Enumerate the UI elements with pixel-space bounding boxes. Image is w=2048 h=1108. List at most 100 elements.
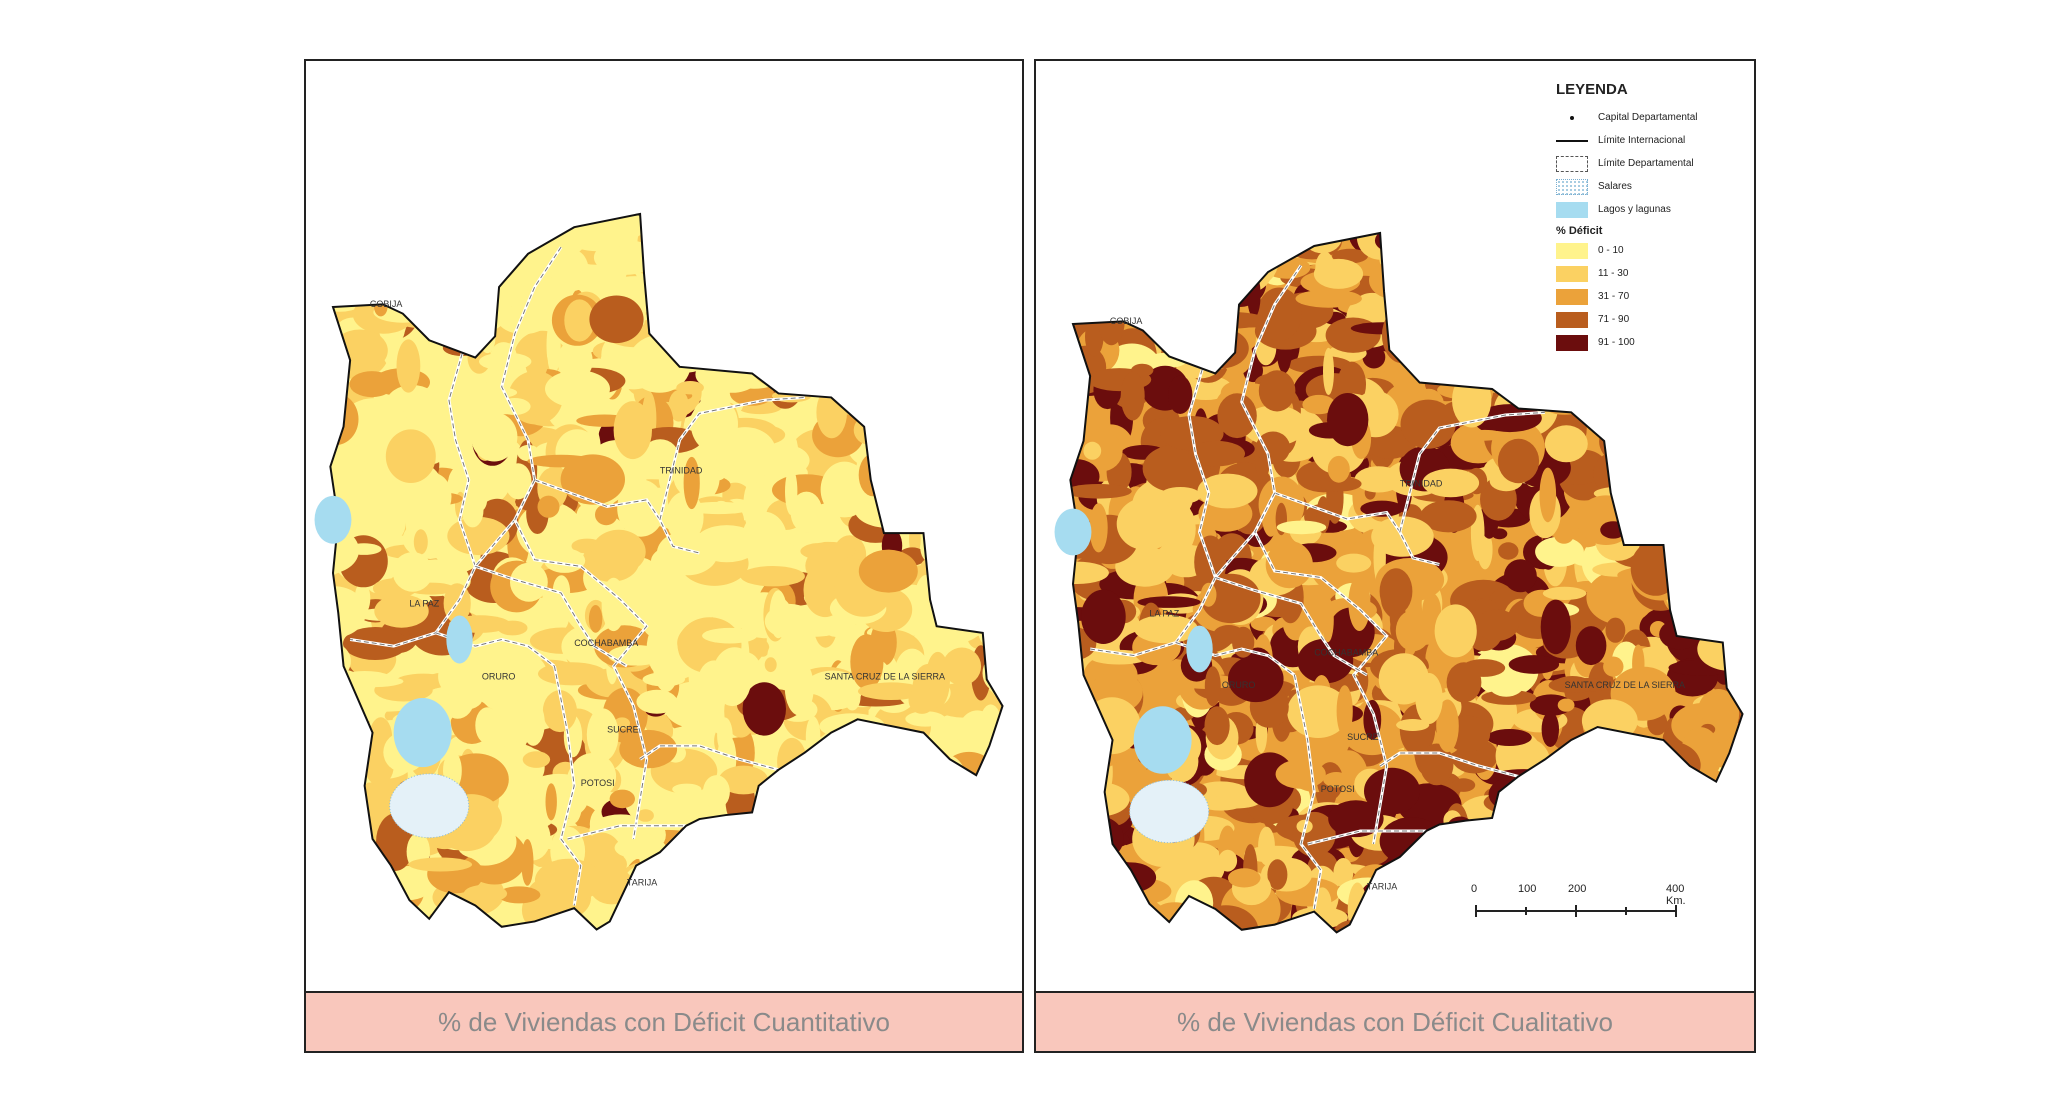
municipality-patch [730,312,783,371]
municipality-patch [686,915,707,930]
municipality-patch [908,686,936,714]
municipality-patch [645,715,666,735]
legend-item-capital: Capital Departamental [1556,106,1746,129]
municipality-patch [356,235,393,284]
municipality-patch [1693,596,1709,631]
municipality-patch [965,577,1003,615]
municipality-patch [1075,850,1087,905]
municipality-patch [1661,478,1720,511]
dotted-box-icon [1556,178,1588,195]
municipality-patch [858,549,918,593]
municipality-patch [1208,794,1261,809]
municipality-patch [918,305,969,348]
municipality-patch [1655,793,1691,833]
lake [1186,625,1213,673]
municipality-patch [1070,908,1098,922]
municipality-patch [330,262,340,310]
municipality-patch [733,334,750,374]
municipality-patch [971,399,1001,430]
municipality-patch [948,235,1002,256]
municipality-patch [842,757,902,780]
municipality-patch [1192,297,1212,317]
municipality-patch [845,864,896,921]
municipality-patch [1070,347,1078,386]
municipality-patch [962,471,978,527]
municipality-patch [894,863,911,901]
departmental-boundary [1307,830,1427,845]
municipality-patch [908,281,942,294]
municipality-patch [330,874,354,926]
legend-label: Capital Departamental [1598,112,1698,123]
municipality-patch [818,309,836,322]
municipality-patch [1070,266,1096,301]
municipality-patch [1707,814,1725,864]
municipality-patch [749,253,764,295]
municipality-patch [710,304,730,317]
municipality-patch [1722,846,1743,887]
municipality-patch [914,213,938,251]
municipality-patch [909,509,961,527]
municipality-patch [879,402,938,443]
municipality-patch [784,289,801,345]
municipality-patch [1176,326,1228,338]
municipality-patch [1115,546,1175,587]
municipality-patch [936,376,982,409]
municipality-patch [349,371,395,398]
municipality-patch [463,884,508,903]
municipality-patch [1451,294,1497,324]
municipality-patch [672,783,702,795]
municipality-patch [980,630,1003,656]
municipality-patch [1581,699,1638,743]
municipality-patch [946,448,959,496]
municipality-patch [1145,289,1174,336]
municipality-patch [636,689,678,714]
municipality-patch [390,213,439,220]
municipality-patch [928,237,975,285]
legend-item-intl-limit: Límite Internacional [1556,129,1746,152]
municipality-patch [933,538,994,573]
municipality-patch [1574,372,1634,396]
municipality-patch [661,213,681,237]
municipality-patch [764,657,777,673]
municipality-patch [876,866,921,912]
municipality-patch [694,525,760,563]
municipality-patch [1188,440,1245,467]
municipality-patch [1088,911,1126,933]
municipality-patch [593,915,662,930]
municipality-patch [914,412,959,438]
municipality-patch [815,872,878,923]
municipality-patch [437,249,450,272]
municipality-patch [964,214,984,239]
municipality-patch [1640,369,1665,392]
municipality-patch [504,463,532,500]
municipality-patch [422,213,491,248]
municipality-patch [330,781,361,830]
municipality-patch [674,926,740,930]
municipality-patch [935,562,972,601]
municipality-patch [1419,336,1457,356]
municipality-patch [1651,353,1713,366]
municipality-patch [374,594,429,628]
municipality-patch [854,337,916,355]
municipality-patch [447,472,497,492]
municipality-patch [330,744,366,762]
municipality-patch [902,857,936,912]
municipality-patch [887,313,934,360]
municipality-patch [844,272,903,284]
municipality-patch [375,223,386,244]
municipality-patch [345,886,400,917]
municipality-patch [843,830,908,880]
municipality-patch [794,866,818,894]
map-caption: % de Viviendas con Déficit Cualitativo [1036,991,1754,1051]
municipality-patch [1603,656,1624,677]
municipality-patch [909,514,974,526]
municipality-patch [1376,893,1419,923]
municipality-patch [1423,313,1464,357]
municipality-patch [1659,619,1701,650]
municipality-patch [1132,254,1147,283]
municipality-patch [1697,467,1743,485]
municipality-patch [660,213,726,259]
municipality-patch [872,771,920,824]
municipality-patch [763,245,829,299]
municipality-patch [1709,918,1737,931]
